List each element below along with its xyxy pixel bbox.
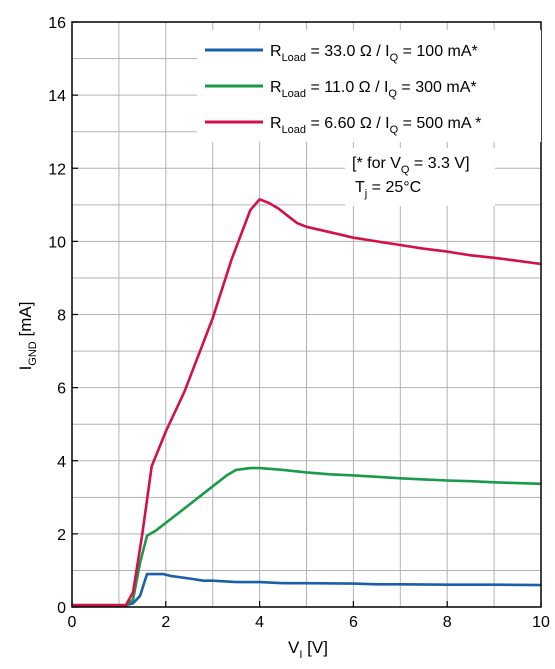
y-tick-label: 8 <box>57 308 66 325</box>
legend-label-series-3: RLoad = 6.60 Ω / IQ = 500 mA * <box>270 115 481 136</box>
series-lines <box>72 198 542 607</box>
legend: RLoad = 33.0 Ω / IQ = 100 mA* RLoad = 11… <box>197 30 541 142</box>
annotation-background <box>345 148 495 206</box>
x-axis-title: VI [V] <box>288 638 328 661</box>
legend-label-series-2: RLoad = 11.0 Ω / IQ = 300 mA* <box>270 79 477 100</box>
y-tick-label: 4 <box>57 454 66 471</box>
annotation-line-2: Tj = 25°C <box>355 179 421 200</box>
x-tick-label: 8 <box>443 614 452 631</box>
y-tick-label: 14 <box>48 88 66 105</box>
x-tick-label: 0 <box>68 614 77 631</box>
y-tick-label: 10 <box>48 234 66 251</box>
y-tick-label: 0 <box>57 600 66 617</box>
legend-entry: RLoad = 6.60 Ω / IQ = 500 mA * <box>205 115 481 136</box>
x-tick-label: 2 <box>161 614 170 631</box>
y-tick-label: 6 <box>57 381 66 398</box>
series-line-2 <box>72 466 542 607</box>
series-line-1 <box>72 572 542 607</box>
x-tick-label: 4 <box>255 614 264 631</box>
legend-entry: RLoad = 11.0 Ω / IQ = 300 mA* <box>205 79 477 100</box>
x-tick-label: 6 <box>349 614 358 631</box>
tick-labels: 0 2 4 6 8 10 0 2 4 6 8 10 12 14 16 <box>48 15 550 631</box>
legend-entry: RLoad = 33.0 Ω / IQ = 100 mA* <box>205 43 478 64</box>
y-axis-title: IGND [mA] <box>16 302 39 371</box>
y-tick-label: 12 <box>48 161 66 178</box>
series-line-3 <box>72 198 542 607</box>
legend-label-series-1: RLoad = 33.0 Ω / IQ = 100 mA* <box>270 43 478 64</box>
annotation-line-1: [* for VQ = 3.3 V] <box>352 155 470 176</box>
y-tick-label: 2 <box>57 527 66 544</box>
annotation: [* for VQ = 3.3 V] Tj = 25°C <box>345 148 495 206</box>
x-tick-label: 10 <box>532 614 550 631</box>
y-tick-label: 16 <box>48 15 66 32</box>
